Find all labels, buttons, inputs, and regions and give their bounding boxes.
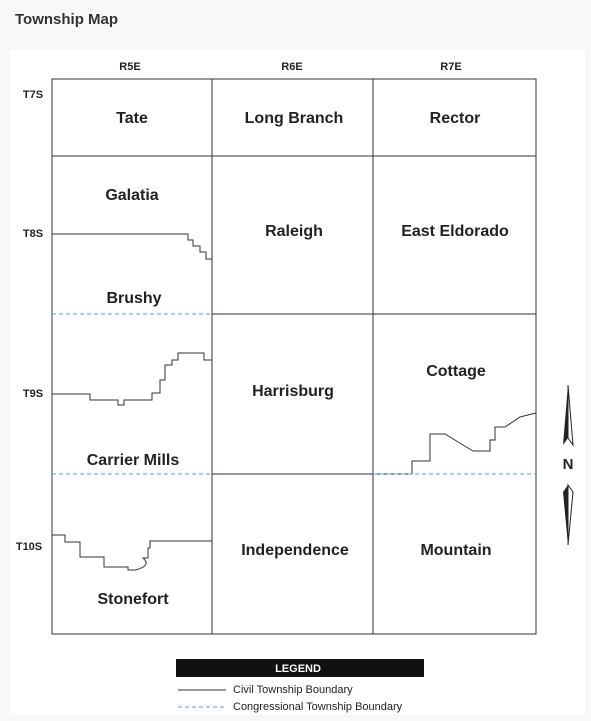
- compass: N: [560, 384, 577, 546]
- column-label: R5E: [119, 61, 140, 73]
- township-name: Harrisburg: [252, 383, 334, 400]
- legend-label: Civil Township Boundary: [233, 684, 353, 696]
- grid: [51, 78, 537, 635]
- compass-arrow: [563, 385, 568, 445]
- township-name: East Eldorado: [401, 223, 509, 240]
- township-name: Rector: [430, 110, 481, 127]
- township-name: Stonefort: [97, 591, 169, 608]
- column-labels: R5E R6E R7E: [119, 61, 461, 73]
- civil-boundary: [52, 352, 212, 406]
- township-name: Brushy: [106, 290, 161, 307]
- row-label: T7S: [23, 89, 43, 101]
- map-area: [10, 50, 585, 715]
- compass-arrow: [567, 384, 574, 447]
- civil-boundary: [52, 233, 212, 260]
- township-name: Galatia: [105, 187, 158, 204]
- compass-label: N: [563, 456, 574, 473]
- row-label: T9S: [23, 388, 43, 400]
- row-label: T10S: [16, 541, 42, 553]
- column-label: R7E: [440, 61, 461, 73]
- township-name: Long Branch: [245, 110, 344, 127]
- townships: Tate Long Branch Rector Galatia Raleigh …: [87, 110, 509, 608]
- civil-boundary: [52, 534, 212, 571]
- township-name: Carrier Mills: [87, 452, 180, 469]
- map-border: [51, 78, 537, 635]
- row-label: T8S: [23, 228, 43, 240]
- compass-box: [560, 456, 577, 472]
- title: Township Map: [15, 11, 118, 28]
- township-name: Independence: [241, 542, 349, 559]
- township-name: Mountain: [420, 542, 491, 559]
- row-labels: T7S T8S T9S T10S: [16, 89, 43, 553]
- township-name: Cottage: [426, 363, 486, 380]
- boundaries: [52, 233, 537, 571]
- compass-arrow: [563, 485, 568, 545]
- township-name: Tate: [116, 110, 148, 127]
- column-label: R6E: [281, 61, 302, 73]
- legend: LEGEND Civil Township Boundary Congressi…: [176, 659, 424, 713]
- township-name: Raleigh: [265, 223, 323, 240]
- legend-label: Congressional Township Boundary: [233, 701, 403, 713]
- legend-title: LEGEND: [275, 663, 321, 675]
- legend-header: [176, 659, 424, 677]
- civil-boundary: [373, 412, 537, 475]
- compass-arrow: [567, 483, 574, 546]
